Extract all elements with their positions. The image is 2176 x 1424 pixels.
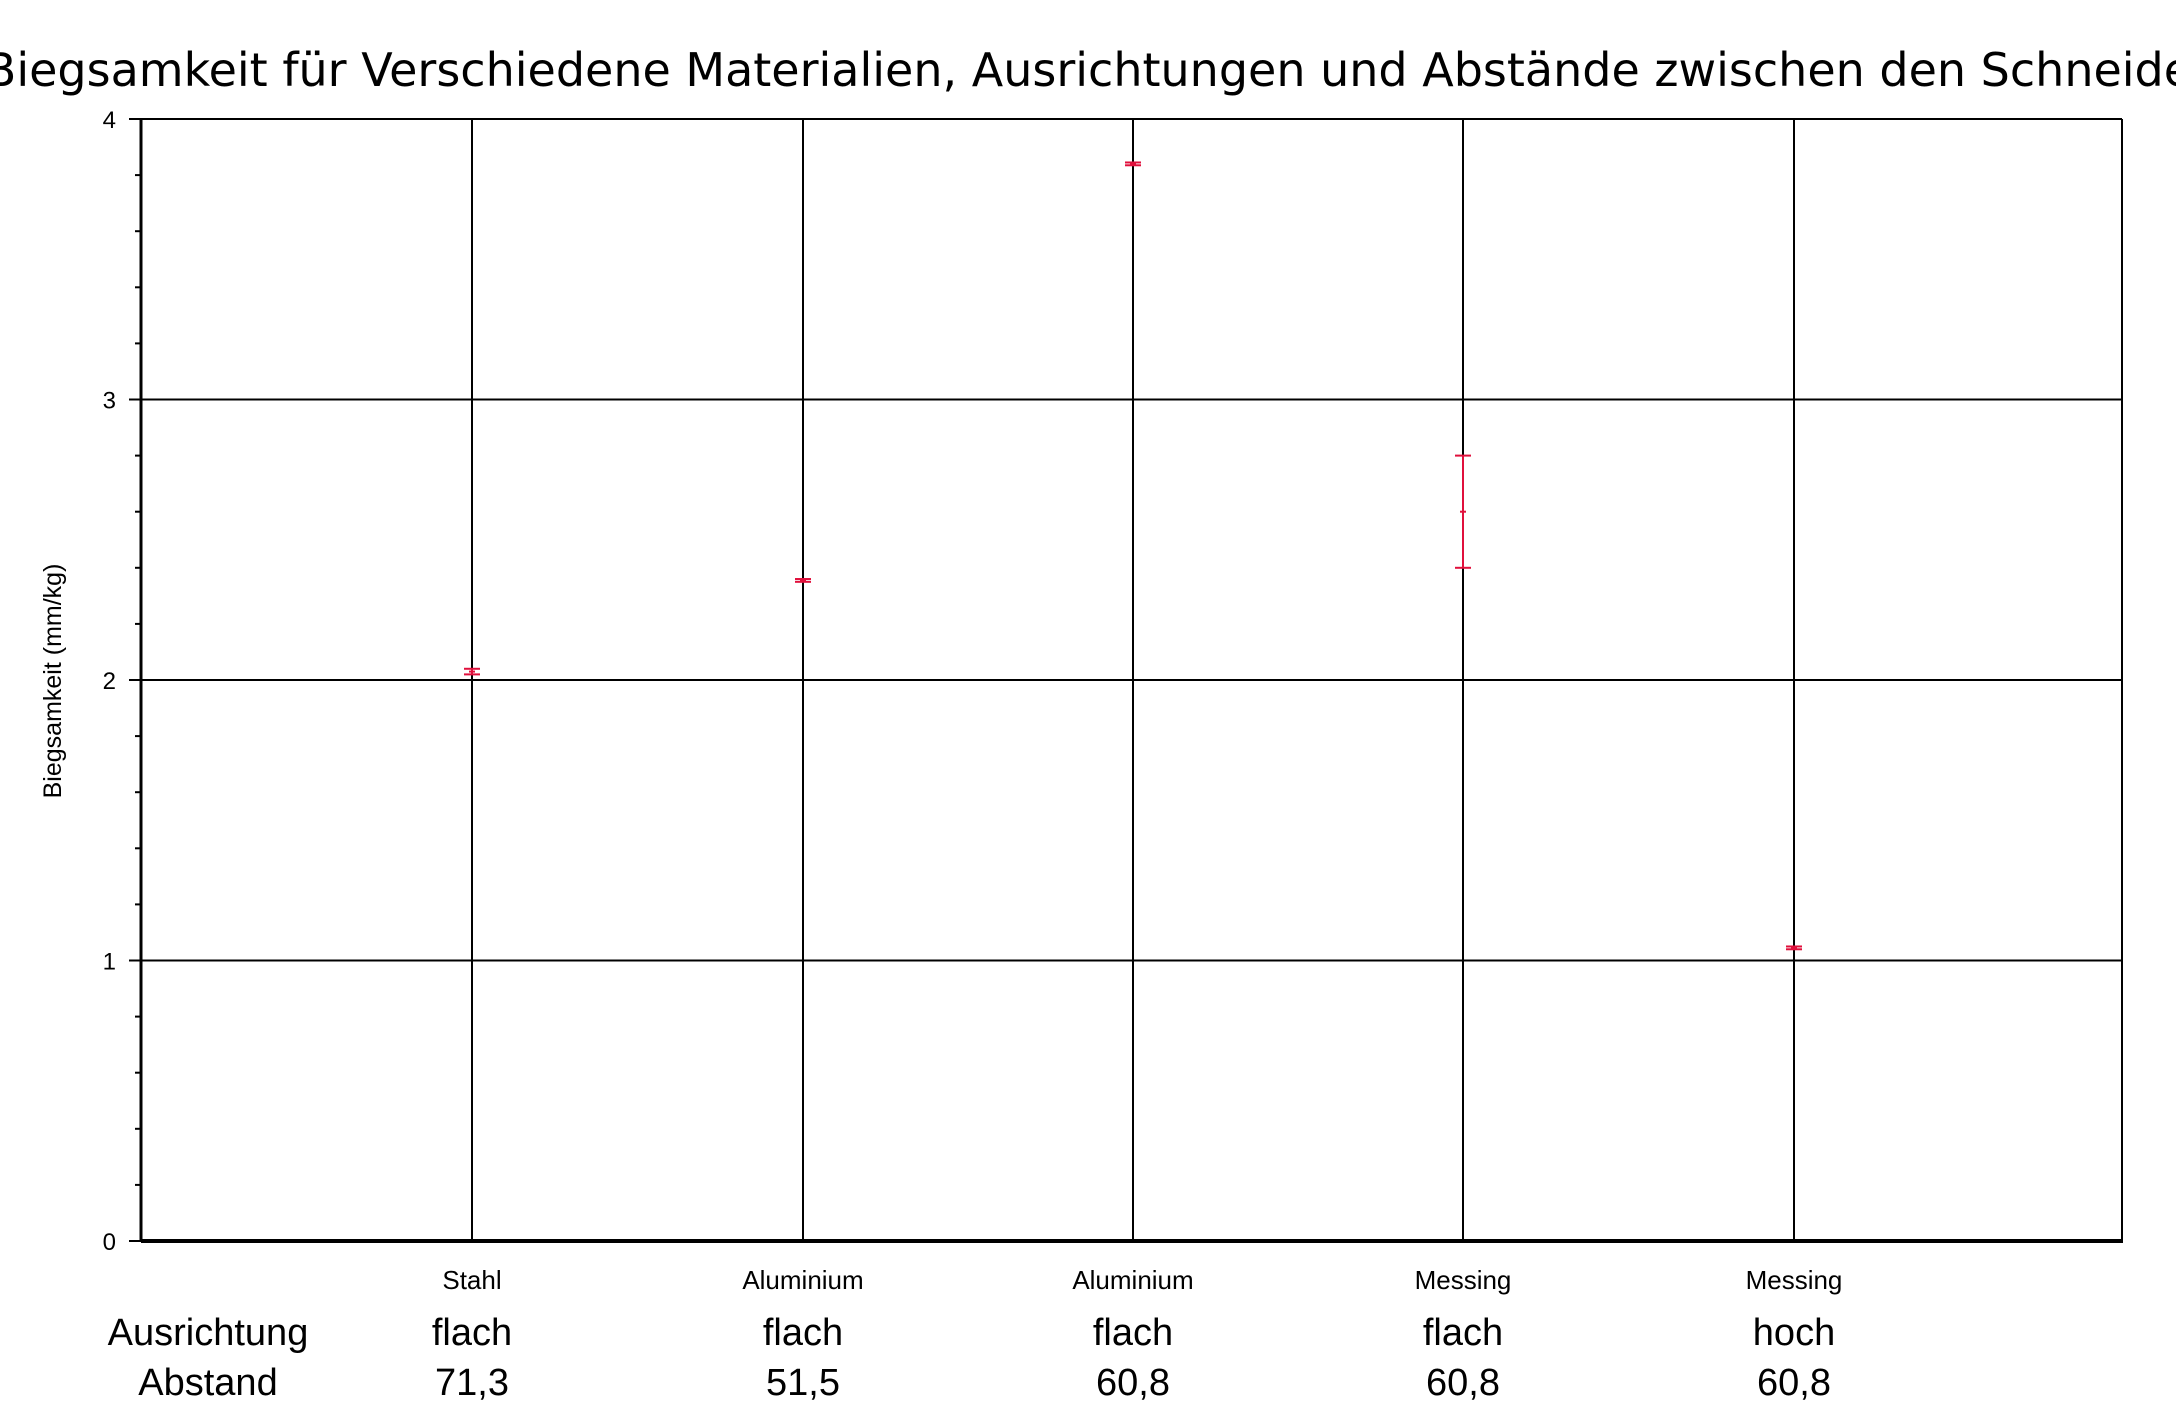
category-abstand: 51,5	[766, 1362, 840, 1404]
y-tick-label: 2	[103, 668, 116, 695]
data-point	[1786, 945, 1802, 951]
category-ausrichtung: hoch	[1753, 1312, 1835, 1354]
category-ausrichtung: flach	[1423, 1312, 1503, 1354]
row-label-ausrichtung: Ausrichtung	[108, 1312, 309, 1354]
row-label-abstand: Abstand	[138, 1362, 277, 1404]
data-point	[795, 578, 811, 583]
category-ausrichtung: flach	[432, 1312, 512, 1354]
data-point	[1455, 454, 1471, 569]
category-material: Aluminium	[742, 1265, 863, 1295]
category-material: Stahl	[442, 1265, 501, 1295]
category-ausrichtung: flach	[763, 1312, 843, 1354]
category-ausrichtung: flach	[1093, 1312, 1173, 1354]
y-tick-label: 0	[103, 1229, 116, 1256]
y-tick-label: 3	[103, 388, 116, 415]
y-axis-label: Biegsamkeit (mm/kg)	[39, 564, 67, 799]
category-material: Aluminium	[1072, 1265, 1193, 1295]
data-marks	[464, 161, 1802, 951]
category-abstand: 60,8	[1426, 1362, 1500, 1404]
grid	[141, 118, 2122, 1241]
data-point	[1125, 161, 1141, 167]
y-ticks: 0 1 2 3 4	[103, 107, 141, 1256]
category-abstand: 60,8	[1096, 1362, 1170, 1404]
category-material: Messing	[1746, 1265, 1843, 1295]
category-abstand: 60,8	[1757, 1362, 1831, 1404]
y-tick-label: 1	[103, 949, 116, 976]
category-material: Messing	[1415, 1265, 1512, 1295]
chart-title: Biegsamkeit für Verschiedene Materialien…	[0, 43, 2176, 97]
data-point	[464, 667, 480, 676]
y-tick-label: 4	[103, 107, 116, 134]
category-abstand: 71,3	[435, 1362, 509, 1404]
category-labels: Stahl flach 71,3 Aluminium flach 51,5 Aluminiu…	[432, 1265, 1843, 1404]
